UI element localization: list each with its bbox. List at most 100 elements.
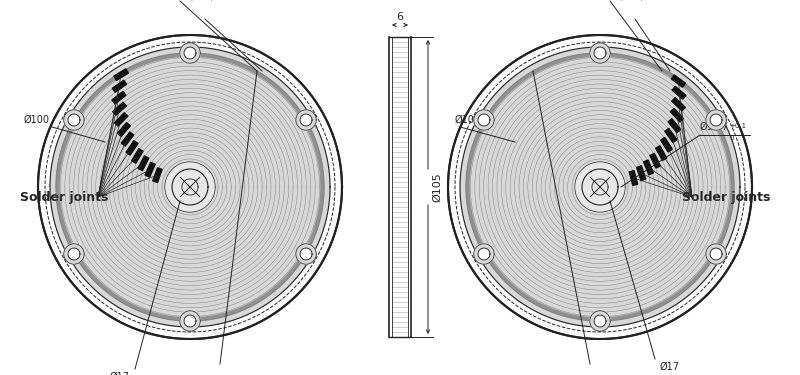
Text: +0.1: +0.1	[729, 123, 746, 129]
Polygon shape	[550, 137, 650, 237]
Polygon shape	[118, 123, 130, 136]
Polygon shape	[82, 80, 298, 294]
Polygon shape	[448, 35, 752, 339]
Polygon shape	[114, 112, 128, 126]
Text: Ø100: Ø100	[24, 115, 50, 125]
Polygon shape	[145, 162, 155, 177]
Polygon shape	[668, 118, 681, 133]
Polygon shape	[594, 315, 606, 327]
Polygon shape	[64, 244, 84, 264]
Polygon shape	[488, 75, 712, 299]
Polygon shape	[87, 84, 293, 290]
Polygon shape	[528, 115, 672, 259]
Polygon shape	[475, 62, 725, 312]
Polygon shape	[650, 153, 661, 168]
Polygon shape	[61, 57, 319, 316]
Polygon shape	[109, 106, 271, 268]
Polygon shape	[594, 47, 606, 59]
Polygon shape	[479, 66, 721, 308]
Polygon shape	[184, 47, 196, 59]
Polygon shape	[68, 114, 80, 126]
Text: Ø17: Ø17	[660, 362, 680, 372]
Polygon shape	[474, 110, 494, 130]
Polygon shape	[502, 88, 698, 286]
Polygon shape	[96, 93, 284, 281]
Polygon shape	[554, 141, 646, 232]
Polygon shape	[118, 115, 262, 259]
Text: Ø17: Ø17	[110, 372, 130, 375]
Polygon shape	[165, 162, 215, 212]
Polygon shape	[122, 119, 258, 255]
Polygon shape	[670, 108, 684, 122]
Polygon shape	[710, 248, 722, 260]
Polygon shape	[558, 146, 642, 228]
Polygon shape	[466, 53, 734, 321]
Polygon shape	[478, 248, 490, 260]
Polygon shape	[665, 128, 677, 142]
Polygon shape	[510, 97, 690, 277]
Polygon shape	[497, 84, 703, 290]
Polygon shape	[180, 311, 200, 331]
Polygon shape	[153, 150, 227, 224]
Polygon shape	[113, 102, 126, 115]
Polygon shape	[114, 69, 129, 80]
Text: Solder joints: Solder joints	[20, 190, 108, 204]
Polygon shape	[563, 150, 637, 224]
Polygon shape	[630, 171, 638, 186]
Polygon shape	[590, 43, 610, 63]
Polygon shape	[68, 248, 80, 260]
Polygon shape	[637, 166, 646, 181]
Polygon shape	[514, 102, 686, 272]
Polygon shape	[661, 137, 672, 152]
Polygon shape	[590, 311, 610, 331]
Polygon shape	[158, 154, 222, 219]
Polygon shape	[105, 102, 275, 272]
Polygon shape	[546, 132, 654, 242]
Polygon shape	[519, 106, 681, 268]
Polygon shape	[91, 88, 289, 286]
Polygon shape	[460, 47, 740, 327]
Polygon shape	[126, 124, 254, 250]
Polygon shape	[132, 148, 143, 163]
Polygon shape	[296, 110, 316, 130]
Polygon shape	[180, 43, 200, 63]
Polygon shape	[70, 66, 310, 308]
Text: Ø100: Ø100	[455, 115, 481, 125]
Polygon shape	[114, 110, 266, 264]
Polygon shape	[493, 80, 707, 294]
Text: 0: 0	[729, 135, 734, 141]
Polygon shape	[140, 137, 240, 237]
Polygon shape	[671, 75, 686, 87]
Polygon shape	[672, 98, 686, 111]
Polygon shape	[78, 75, 302, 299]
Polygon shape	[478, 114, 490, 126]
Polygon shape	[484, 70, 716, 303]
Text: Ø105: Ø105	[432, 172, 442, 202]
Polygon shape	[474, 244, 494, 264]
Polygon shape	[575, 162, 626, 212]
Polygon shape	[656, 146, 666, 160]
Polygon shape	[672, 86, 686, 99]
Polygon shape	[300, 114, 312, 126]
Polygon shape	[710, 114, 722, 126]
Polygon shape	[537, 124, 663, 250]
Polygon shape	[706, 110, 726, 130]
Polygon shape	[541, 128, 659, 246]
Polygon shape	[126, 141, 138, 155]
Polygon shape	[112, 92, 126, 104]
Polygon shape	[582, 169, 618, 205]
Polygon shape	[153, 168, 162, 183]
Polygon shape	[144, 141, 236, 232]
Polygon shape	[506, 93, 694, 281]
Polygon shape	[296, 244, 316, 264]
Polygon shape	[38, 35, 342, 339]
Polygon shape	[131, 128, 249, 246]
Polygon shape	[643, 160, 654, 175]
Polygon shape	[523, 110, 677, 264]
Polygon shape	[56, 53, 324, 321]
Polygon shape	[567, 154, 633, 219]
Polygon shape	[706, 244, 726, 264]
Polygon shape	[300, 248, 312, 260]
Polygon shape	[470, 57, 730, 316]
Text: Ø12.7: Ø12.7	[700, 122, 730, 132]
